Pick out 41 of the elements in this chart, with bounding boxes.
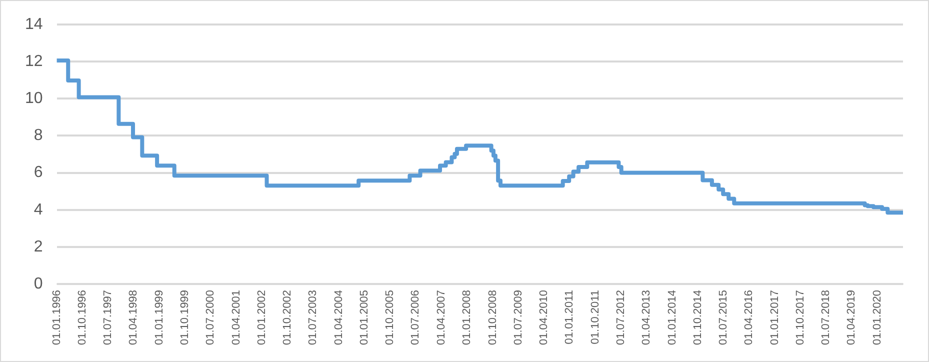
x-tick-label: 01.01.2005 [358, 290, 371, 346]
x-tick-label: 01.07.2012 [614, 290, 627, 346]
x-tick-label: 01.07.2015 [717, 290, 730, 346]
x-tick-label: 01.04.2001 [230, 290, 242, 346]
y-tick-label: 6 [34, 164, 43, 182]
x-tick-label: 01.04.1998 [128, 290, 140, 346]
x-tick-label: 01.10.2002 [282, 290, 294, 346]
y-tick-label: 8 [34, 127, 43, 144]
x-tick-label: 01.01.2020 [871, 290, 884, 346]
y-tick-label: 4 [34, 201, 43, 218]
x-tick-label: 01.01.1996 [50, 290, 63, 346]
x-tick-label: 01.01.2017 [768, 290, 781, 346]
y-tick-label: 14 [25, 16, 43, 34]
x-tick-label: 01.04.2019 [846, 290, 858, 346]
x-tick-label: 01.10.1996 [76, 290, 88, 346]
x-tick-label: 01.10.2011 [589, 290, 602, 344]
x-tick-label: 01.10.2017 [794, 290, 806, 346]
x-tick-label: 01.07.2009 [512, 290, 524, 346]
x-tick-label: 01.04.2004 [332, 290, 345, 346]
x-tick-label: 01.01.1999 [153, 290, 166, 346]
x-tick-label: 01.01.2002 [256, 290, 268, 346]
x-tick-label: 01.01.2008 [461, 290, 474, 346]
x-tick-label: 01.01.2014 [666, 290, 678, 346]
x-tick-label: 01.04.2007 [435, 290, 448, 346]
x-tick-label: 01.04.2016 [743, 290, 756, 346]
y-tick-label: 12 [25, 53, 43, 70]
x-tick-label: 01.10.2014 [692, 290, 704, 346]
x-tick-label: 01.10.1999 [178, 290, 191, 346]
x-tick-label: 01.10.2008 [486, 290, 499, 346]
x-tick-label: 01.07.2006 [410, 290, 422, 346]
x-tick-label: 01.10.2005 [384, 290, 396, 346]
x-tick-label: 01.04.2013 [640, 290, 653, 346]
x-tick-label: 01.01.2011 [564, 290, 576, 344]
y-tick-label: 10 [25, 90, 43, 108]
y-tick-label: 0 [34, 275, 43, 292]
y-tick-label: 2 [34, 238, 43, 256]
x-tick-label: 01.07.1997 [102, 290, 114, 346]
x-tick-label: 01.07.2003 [307, 290, 320, 346]
x-tick-label: 01.07.2018 [820, 290, 832, 346]
x-tick-label: 01.07.2000 [204, 290, 217, 346]
x-tick-label: 01.04.2010 [538, 290, 550, 346]
